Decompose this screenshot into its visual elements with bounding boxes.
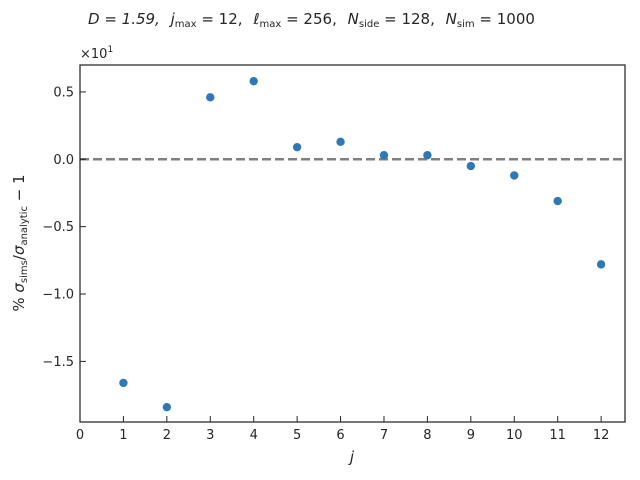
x-tick-label: 9 [467, 428, 475, 443]
x-tick-label: 4 [250, 428, 258, 443]
x-axis-label: j [348, 448, 355, 466]
y-tick-label: −1.0 [42, 288, 74, 303]
data-point [553, 196, 562, 206]
x-tick-label: 12 [593, 428, 610, 443]
x-tick-label: 7 [380, 428, 388, 443]
x-tick-label: 8 [423, 428, 431, 443]
plot-area: 0 1 2 3 4 5 6 7 8 9 10 11 120.50.0−0.5−1.0−1.5 [42, 64, 626, 443]
data-point [596, 260, 606, 269]
data-point [206, 93, 215, 102]
y-tick-label: −0.5 [42, 220, 74, 235]
data-point [379, 151, 389, 160]
x-tick-label: 3 [206, 428, 214, 443]
x-tick-label: 0 [76, 428, 84, 443]
data-point [119, 378, 128, 388]
x-tick-label: 10 [506, 428, 523, 443]
data-point [510, 171, 519, 180]
x-tick-label: 11 [549, 428, 566, 443]
x-tick-label: 5 [293, 428, 301, 443]
plot-frame [79, 64, 626, 423]
data-point [423, 151, 432, 160]
x-tick-label: 2 [163, 428, 171, 443]
data-point [249, 76, 258, 86]
x-tick-label: 6 [336, 428, 344, 443]
x-tick-label: 1 [119, 428, 127, 443]
data-point [162, 402, 172, 412]
chart-title: D = 1.59, jmax = 12, ℓmax = 256, Nside =… [88, 10, 535, 30]
y-offset-text: ×101 [80, 45, 113, 62]
y-tick-label: 0.5 [53, 85, 74, 100]
y-axis-label: % σsims/σanalytic − 1 [10, 174, 30, 311]
data-point [292, 142, 302, 152]
y-tick-label: 0.0 [53, 153, 74, 168]
data-point [466, 161, 476, 171]
data-point [336, 137, 345, 146]
y-tick-label: −1.5 [42, 355, 74, 370]
